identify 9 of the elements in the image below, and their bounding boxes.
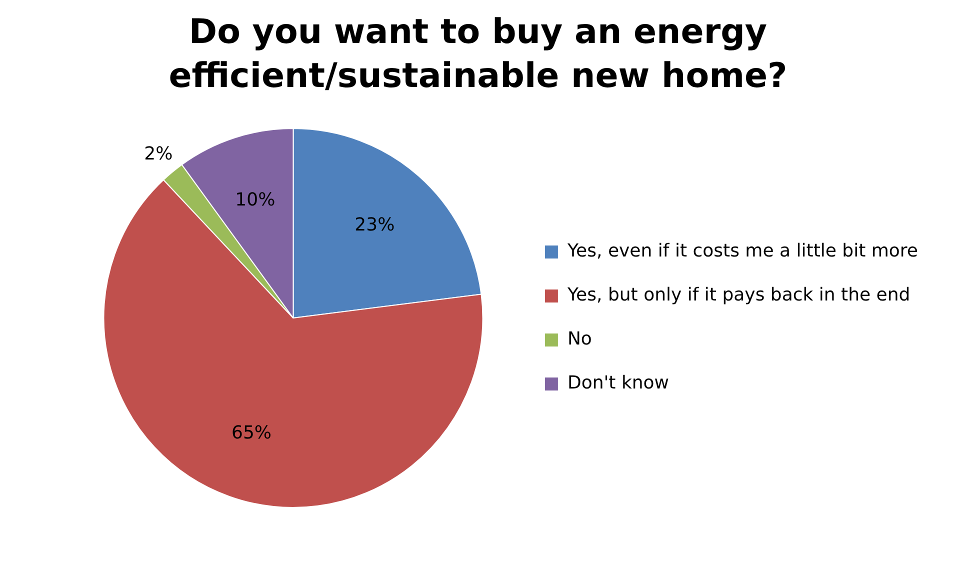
- data-label: 10%: [235, 190, 276, 211]
- chart-title: Do you want to buy an energy efficient/sustainable new home?: [168, 11, 788, 98]
- legend-label: Yes, but only if it pays back in the end: [566, 285, 910, 306]
- legend-label: No: [567, 329, 592, 350]
- legend-label: Yes, even if it costs me a little bit more: [566, 241, 918, 262]
- data-label: 65%: [231, 422, 272, 444]
- legend-label: Don't know: [567, 373, 670, 394]
- data-label: 2%: [144, 144, 173, 166]
- data-label: 23%: [354, 214, 395, 236]
